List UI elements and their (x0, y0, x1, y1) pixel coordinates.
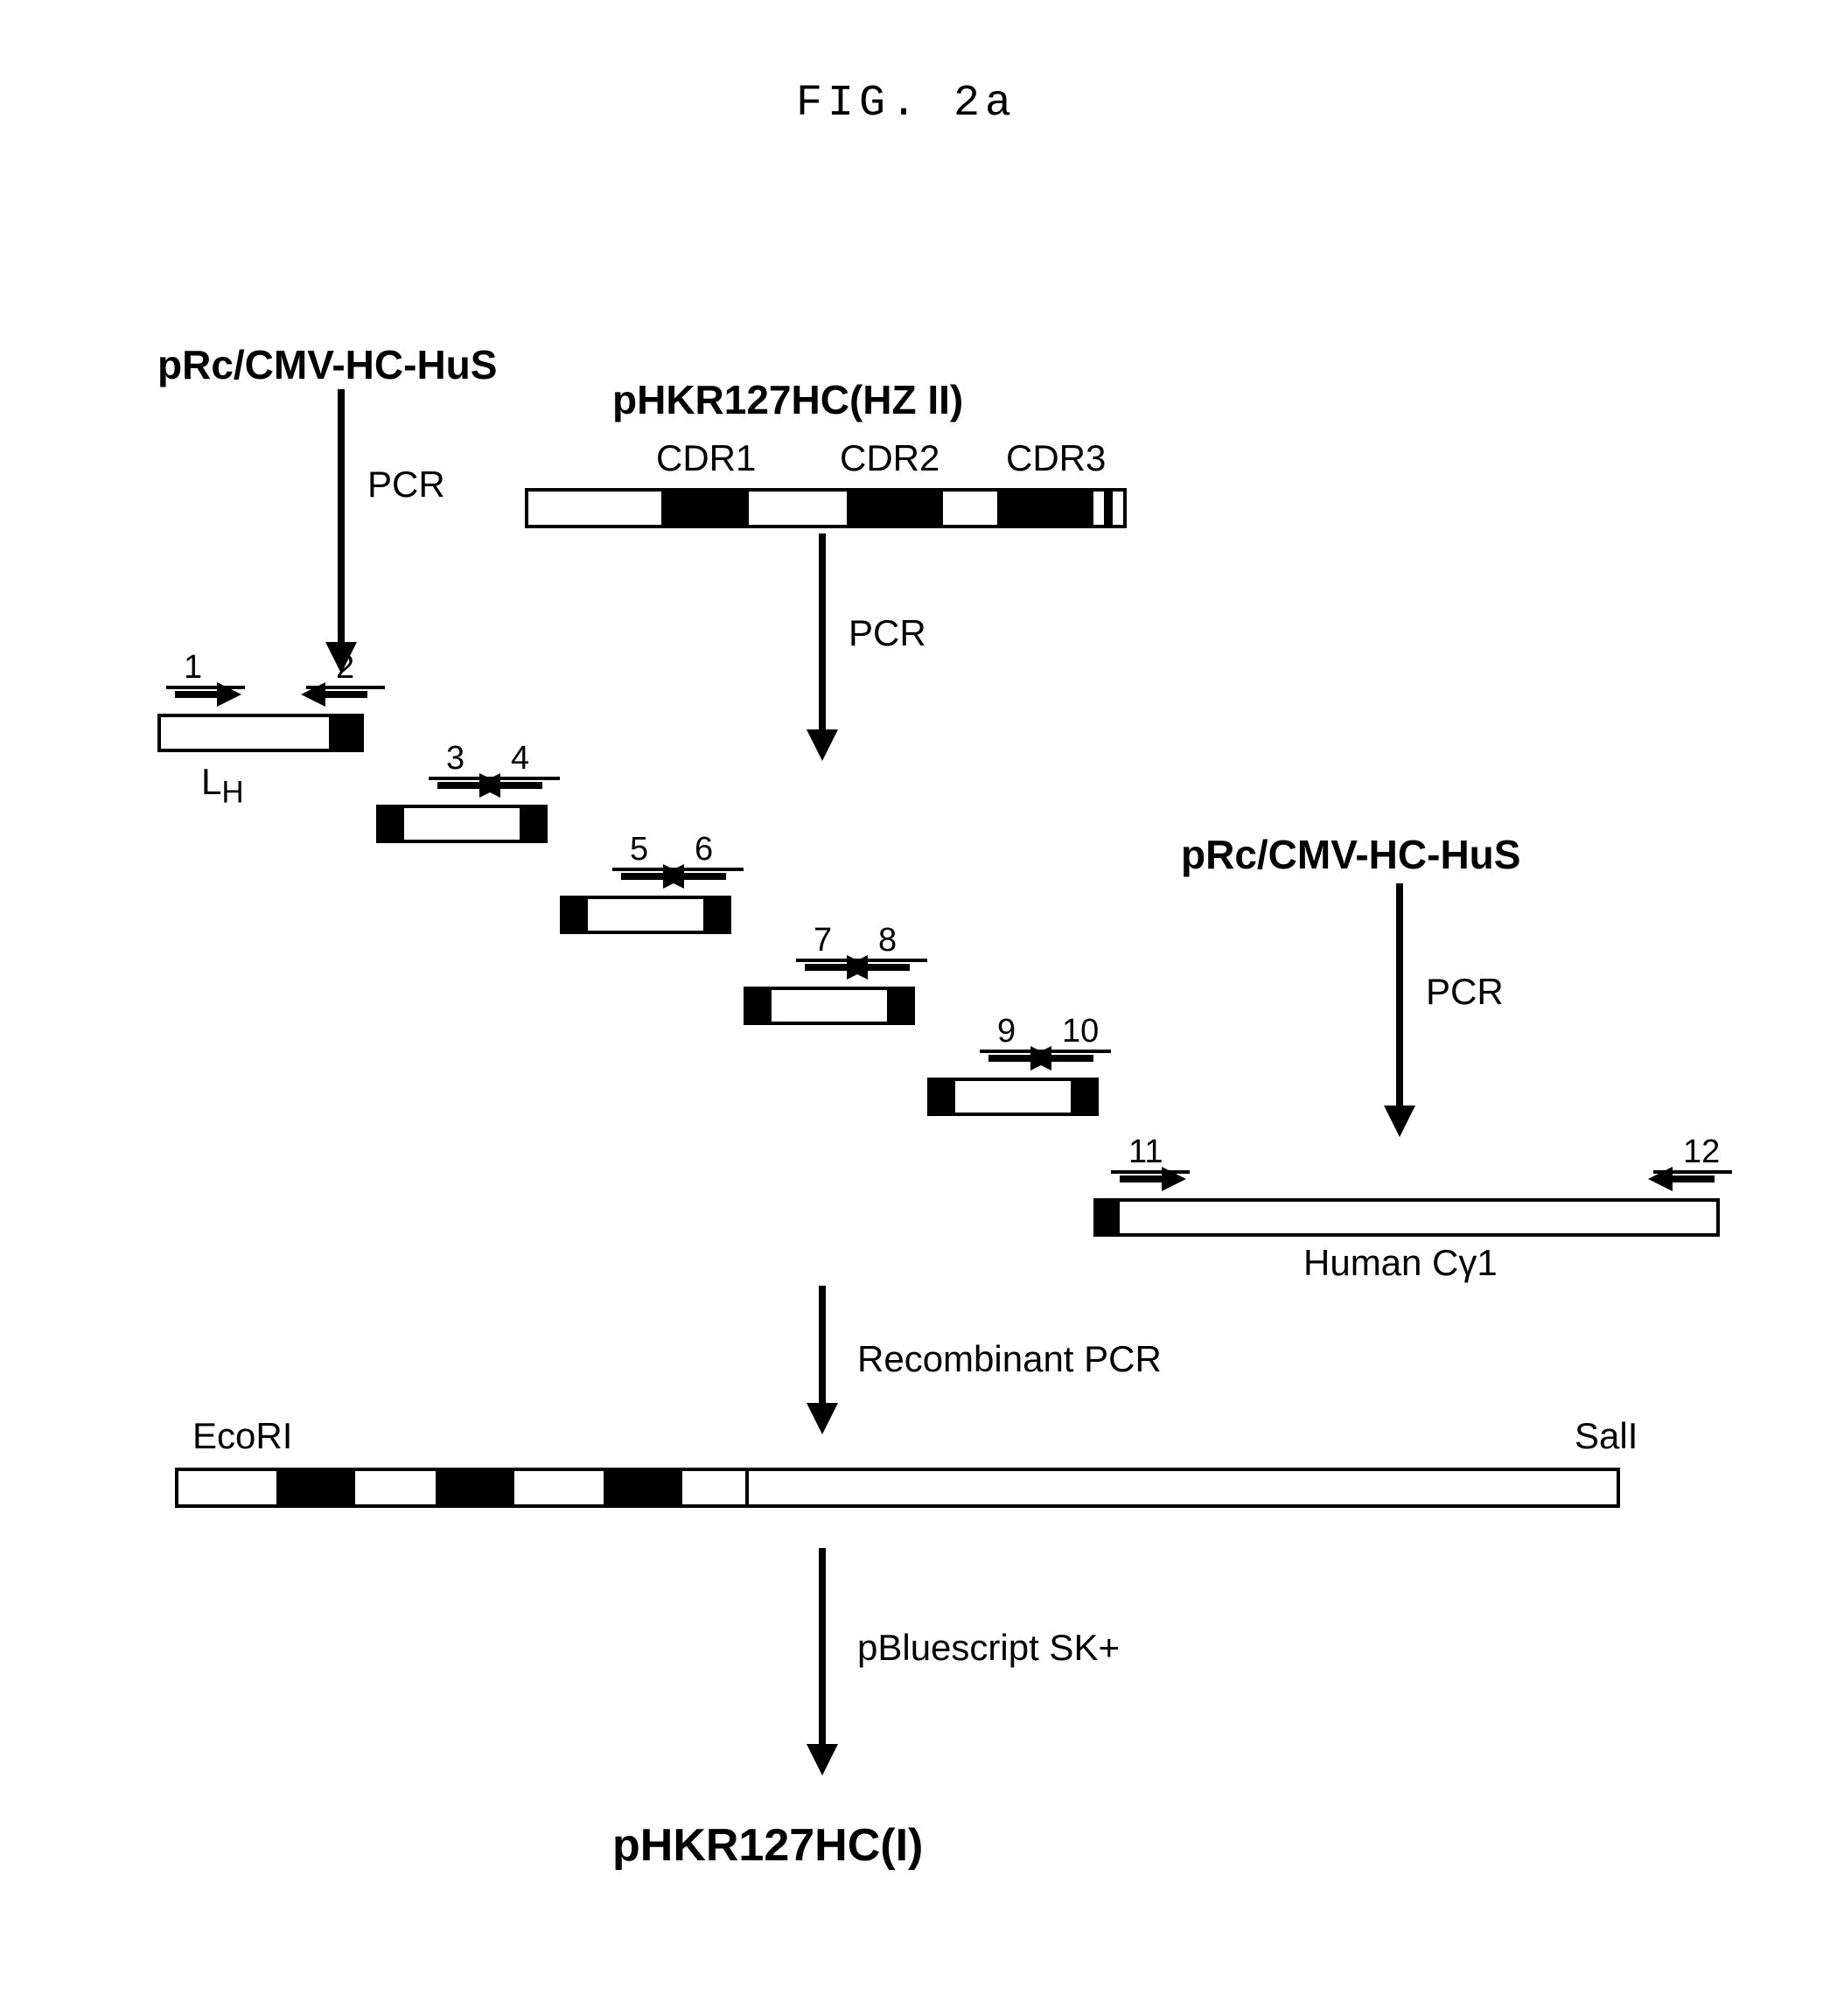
label-src-right: pRc/CMV-HC-HuS (1181, 831, 1520, 878)
primer-num-1: 1 (184, 649, 202, 687)
figure-title: FIG. 2a (796, 79, 1016, 129)
arrow-mid-head-icon (807, 729, 838, 761)
primer-2-left-shaft (621, 873, 665, 880)
arrow-final-shaft (819, 1548, 826, 1749)
recomb-bar-seg-1 (276, 1468, 355, 1508)
primer-num-8: 8 (878, 922, 897, 959)
label-sall: SalI (1575, 1415, 1638, 1457)
primer-num-3: 3 (446, 740, 464, 778)
frag-bar-4-seg-1 (952, 1078, 1074, 1116)
arrow-right-head-icon (1384, 1106, 1415, 1137)
primer-3-left-shaft (805, 964, 849, 971)
label-lh: LH (201, 761, 244, 810)
label-ecori: EcoRI (192, 1415, 292, 1457)
recomb-bar-seg-2 (352, 1468, 439, 1508)
frag-bar-2-seg-1 (584, 896, 707, 934)
cdr-bar-seg-4 (939, 488, 1001, 528)
primer-num-2: 2 (336, 649, 354, 687)
primer-0-right-shaft (324, 691, 367, 698)
primer-num-11: 11 (1128, 1134, 1163, 1171)
frag-bar-1-seg-2 (520, 805, 548, 843)
primer-5-right-shaft (1671, 1175, 1715, 1182)
frag-bar-4-seg-2 (1071, 1078, 1099, 1116)
frag-bar-0-seg-0 (157, 714, 332, 752)
primer-num-10: 10 (1062, 1013, 1099, 1050)
frag-bar-3-seg-1 (768, 987, 891, 1025)
arrow-recomb-shaft (819, 1286, 826, 1408)
label-final: pHKR127HC(I) (612, 1819, 923, 1872)
primer-1-right-shaft (499, 782, 542, 789)
label-src-mid: pHKR127HC(HZ II) (612, 376, 963, 423)
recomb-bar-seg-5 (604, 1468, 682, 1508)
primer-2-right-shaft (682, 873, 726, 880)
primer-4-left-shaft (988, 1055, 1032, 1062)
primer-num-5: 5 (630, 831, 648, 868)
recomb-bar-seg-7 (745, 1468, 1620, 1508)
frag-bar-2-seg-2 (703, 896, 731, 934)
label-pcr-mid: PCR (849, 612, 926, 654)
recomb-bar-seg-6 (679, 1468, 749, 1508)
primer-0-left-shaft (175, 691, 219, 698)
primer-5-left-shaft (1120, 1175, 1163, 1182)
arrow-right-shaft (1396, 883, 1403, 1111)
cdr-bar-seg-1 (661, 488, 749, 528)
primer-num-7: 7 (814, 922, 832, 959)
cdr-bar-seg-3 (847, 488, 943, 528)
label-pblue: pBluescript SK+ (857, 1627, 1120, 1669)
recomb-bar-seg-0 (175, 1468, 280, 1508)
recomb-bar-seg-4 (511, 1468, 607, 1508)
primer-1-left-shaft (437, 782, 481, 789)
arrow-left-shaft (338, 389, 345, 647)
label-cdr1: CDR1 (656, 437, 756, 479)
arrow-recomb-head-icon (807, 1403, 838, 1434)
primer-num-12: 12 (1683, 1134, 1720, 1171)
primer-num-9: 9 (997, 1013, 1016, 1050)
label-pcr-right: PCR (1426, 971, 1504, 1013)
cdr-bar-seg-2 (745, 488, 850, 528)
primer-3-right-shaft (866, 964, 910, 971)
frag-bar-1-seg-1 (401, 805, 523, 843)
recomb-bar-seg-3 (436, 1468, 514, 1508)
label-cdr2: CDR2 (840, 437, 939, 479)
arrow-mid-shaft (819, 534, 826, 735)
arrow-final-head-icon (807, 1744, 838, 1775)
primer-num-4: 4 (511, 740, 529, 778)
frag-bar-0-seg-1 (329, 714, 364, 752)
primer-num-6: 6 (695, 831, 713, 868)
label-recomb-pcr: Recombinant PCR (857, 1338, 1162, 1380)
frag-bar-3-seg-2 (887, 987, 915, 1025)
label-human-c: Human Cγ1 (1303, 1242, 1498, 1284)
cdr-bar-seg-0 (525, 488, 665, 528)
cdr-bar-seg-5 (997, 488, 1093, 528)
primer-4-right-shaft (1050, 1055, 1093, 1062)
cdr-bar-seg-8 (1109, 488, 1127, 528)
label-pcr-left: PCR (367, 464, 445, 506)
label-cdr3: CDR3 (1006, 437, 1106, 479)
humanc-bar-seg-1 (1116, 1198, 1720, 1237)
label-src-left: pRc/CMV-HC-HuS (157, 341, 497, 388)
